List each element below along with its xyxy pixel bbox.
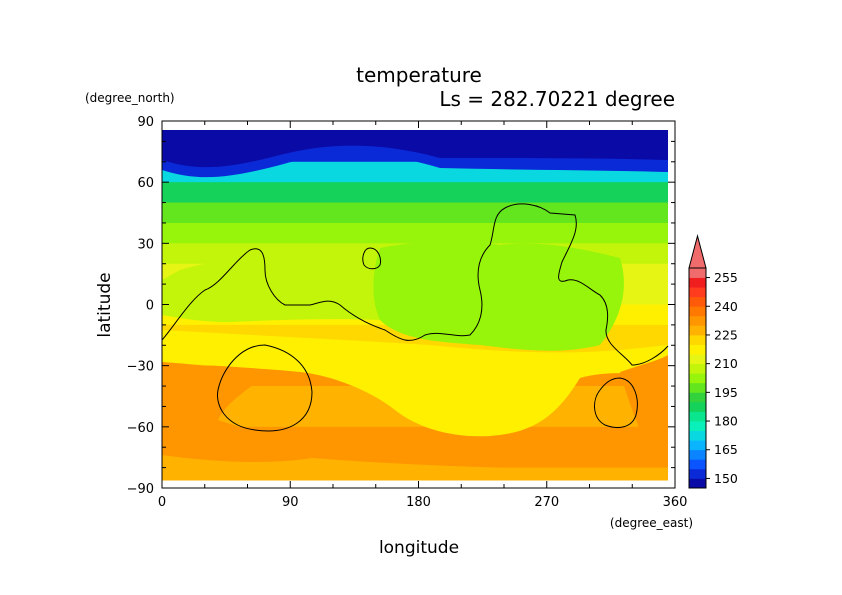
colorbar-swatch <box>689 478 706 489</box>
small-island-contour <box>362 247 381 270</box>
latitude-band <box>162 202 668 224</box>
colorbar-swatch <box>689 325 706 336</box>
argyre-basin-contour <box>594 377 638 428</box>
colorbar-tick-label: 255 <box>714 270 738 285</box>
colorbar: 150 165 180 195 210 225 240 255 <box>688 234 738 489</box>
y-unit-label: (degree_north) <box>85 91 175 105</box>
colorbar-swatch <box>689 268 706 278</box>
latitude-band <box>162 426 668 448</box>
colorbar-tick-label: 150 <box>714 471 738 486</box>
y-axis-ticks: 90 60 30 0 −30 −60 −90 <box>127 115 675 497</box>
y-tick-label: −60 <box>127 421 154 436</box>
latitude-band <box>162 222 668 244</box>
x-tick-label: 360 <box>663 495 688 510</box>
colorbar-swatch <box>689 392 706 403</box>
latitude-band <box>162 182 668 204</box>
colorbar-swatch <box>689 334 706 345</box>
y-tick-label: −30 <box>127 360 154 375</box>
colorbar-tick-label: 165 <box>714 442 738 457</box>
y-tick-label: 0 <box>146 299 154 314</box>
temperature-field <box>162 121 675 488</box>
colorbar-swatch <box>689 373 706 384</box>
colorbar-tick-label: 180 <box>714 414 738 429</box>
x-axis-ticks: 0 90 180 270 360 <box>158 121 688 510</box>
x-tick-label: 180 <box>406 495 431 510</box>
x-tick-label: 90 <box>282 495 299 510</box>
colorbar-tick-label: 240 <box>714 299 738 314</box>
y-tick-label: 60 <box>137 176 154 191</box>
y-tick-label: 30 <box>137 237 154 252</box>
colorbar-extend-arrow <box>688 234 707 269</box>
colorbar-swatch <box>689 401 706 412</box>
y-tick-label: −90 <box>127 482 154 497</box>
colorbar-swatch <box>689 459 706 470</box>
southeast-orange-region <box>620 355 668 450</box>
polar-core-region <box>162 130 668 168</box>
south-orange-region <box>162 362 312 462</box>
colorbar-swatch <box>689 411 706 422</box>
y-tick-label: 90 <box>137 115 154 130</box>
tropical-yellowgreen-region <box>162 248 380 322</box>
colorbar-swatch <box>689 468 706 479</box>
south-yellow-region <box>162 330 668 437</box>
x-tick-label: 0 <box>158 495 166 510</box>
colorbar-swatch <box>689 430 706 441</box>
x-axis-label: longitude <box>379 538 459 558</box>
colorbar-swatch <box>689 296 706 307</box>
colorbar-swatch <box>689 344 706 355</box>
hellas-basin-contour <box>216 344 313 432</box>
colorbar-frame <box>688 267 707 489</box>
colorbar-swatch <box>689 306 706 317</box>
colorbar-swatch <box>689 421 706 432</box>
y-axis-label: latitude <box>95 272 115 337</box>
colorbar-tick-label: 210 <box>714 356 738 371</box>
colorbar-swatch <box>689 287 706 298</box>
colorbar-tick-label: 225 <box>714 327 738 342</box>
colorbar-swatch <box>689 440 706 451</box>
colorbar-swatch <box>689 315 706 326</box>
colorbar-swatch <box>689 354 706 365</box>
colorbar-swatch <box>689 277 706 288</box>
highland-boundary-contour <box>162 203 669 366</box>
tropical-green-region <box>373 241 624 351</box>
colorbar-tick-label: 195 <box>714 385 738 400</box>
topography-contours <box>162 203 669 432</box>
chart-title: temperature <box>356 63 482 87</box>
colorbar-swatch <box>689 363 706 374</box>
x-tick-label: 270 <box>534 495 559 510</box>
colorbar-swatch <box>689 449 706 460</box>
south-pole-band <box>162 455 668 480</box>
chart-subtitle: Ls = 282.70221 degree <box>439 87 675 111</box>
colorbar-swatch <box>689 382 706 393</box>
x-unit-label: (degree_east) <box>610 516 693 530</box>
